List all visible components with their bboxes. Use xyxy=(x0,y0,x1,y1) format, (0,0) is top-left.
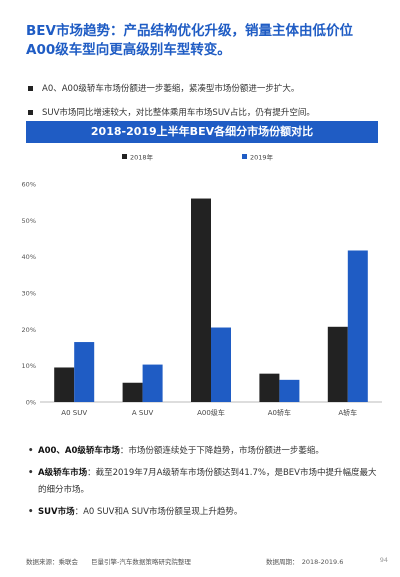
y-tick-label: 20% xyxy=(22,326,36,334)
analysis-bullet-text: ：截至2019年7月A级轿车市场份额达到41.7%，是BEV市场中提升幅度最大的… xyxy=(38,468,377,495)
chart-banner: 2018-2019上半年BEV各细分市场份额对比 xyxy=(26,121,378,143)
bar-chart: 2018年 2019年 0% 10% 20% 30% 40% 50% 60% A0 SUV A SU… xyxy=(22,153,382,417)
page-headline: BEV市场趋势：产品结构优化升级，销量主体由低价位A00级车型向更高级别车型转变… xyxy=(26,23,353,58)
analysis-bullet: • A级轿车市场：截至2019年7月A级轿车市场份额达到41.7%，是BEV市场… xyxy=(28,465,380,499)
analysis-bullet-title: A级轿车市场 xyxy=(38,468,88,478)
legend-label: 2019年 xyxy=(250,153,274,162)
analysis-bullet: • SUV市场：A0 SUV和A SUV市场份额呈现上升趋势。 xyxy=(28,504,380,521)
y-tick-label: 0% xyxy=(26,399,36,407)
bullet-dot-icon: • xyxy=(28,446,34,456)
summary-bullet: SUV市场同比增速较大，对比整体乘用车市场SUV占比，仍有提升空间。 xyxy=(28,106,378,130)
summary-bullet: A0、A00级轿车市场份额进一步萎缩，紧凑型市场份额进一步扩大。 xyxy=(28,82,378,106)
analysis-bullets: • A00、A0级轿车市场：市场份额连续处于下降趋势，市场份额进一步萎缩。 • … xyxy=(28,443,380,526)
square-bullet-icon xyxy=(28,110,33,115)
bar-2019 xyxy=(211,327,231,402)
x-tick-label: A轿车 xyxy=(338,408,357,417)
data-source: 数据来源：乘联会 巨量引擎-汽车数据策略研究院整理 xyxy=(26,558,191,566)
page-number: 94 xyxy=(379,556,388,564)
bullet-dot-icon: • xyxy=(28,468,34,478)
bar-2018 xyxy=(191,198,211,402)
y-tick-label: 40% xyxy=(22,253,36,261)
x-tick-label: A0轿车 xyxy=(268,408,291,417)
bar-2019 xyxy=(347,250,368,402)
analysis-bullet-text: ：市场份额连续处于下降趋势，市场份额进一步萎缩。 xyxy=(119,446,324,456)
summary-bullet-text: SUV市场同比增速较大，对比整体乘用车市场SUV占比，仍有提升空间。 xyxy=(42,108,315,118)
data-period: 数据周期： 2018-2019.6 xyxy=(266,558,344,566)
analysis-bullet-text: ：A0 SUV和A SUV市场份额呈现上升趋势。 xyxy=(74,507,243,517)
summary-bullet-text: A0、A00级轿车市场份额进一步萎缩，紧凑型市场份额进一步扩大。 xyxy=(42,84,300,94)
legend-swatch xyxy=(122,154,127,159)
x-tick-label: A00级车 xyxy=(197,408,225,417)
summary-bullets: A0、A00级轿车市场份额进一步萎缩，紧凑型市场份额进一步扩大。 SUV市场同比… xyxy=(28,82,378,130)
bar-2019 xyxy=(142,364,163,402)
y-tick-label: 60% xyxy=(22,181,36,189)
bar-2019 xyxy=(74,342,95,402)
analysis-bullet: • A00、A0级轿车市场：市场份额连续处于下降趋势，市场份额进一步萎缩。 xyxy=(28,443,380,460)
bullet-dot-icon: • xyxy=(28,507,34,517)
analysis-bullet-title: SUV市场 xyxy=(38,507,75,517)
y-tick-label: 10% xyxy=(22,362,36,370)
bar-2018 xyxy=(54,367,75,402)
y-tick-label: 30% xyxy=(22,290,36,298)
bar-2018 xyxy=(122,382,143,402)
bar-2018 xyxy=(327,326,348,402)
y-tick-label: 50% xyxy=(22,217,36,225)
square-bullet-icon xyxy=(28,86,33,91)
x-tick-label: A SUV xyxy=(132,409,154,417)
analysis-bullet-title: A00、A0级轿车市场 xyxy=(38,446,120,456)
legend-swatch xyxy=(242,154,247,159)
legend-label: 2018年 xyxy=(130,153,154,162)
bar-2019 xyxy=(279,379,300,402)
x-tick-label: A0 SUV xyxy=(61,409,87,417)
bar-2018 xyxy=(259,373,280,402)
